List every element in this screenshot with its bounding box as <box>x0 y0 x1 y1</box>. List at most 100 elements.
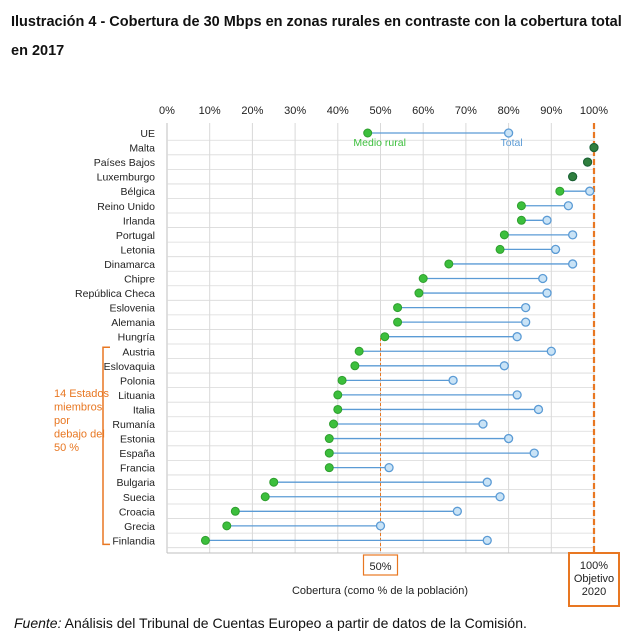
rural-point <box>333 390 343 400</box>
total-point <box>478 419 488 429</box>
category-label: Alemania <box>111 317 155 329</box>
rural-point <box>499 230 509 240</box>
total-point <box>563 201 574 211</box>
total-point <box>384 462 394 473</box>
source-text: Análisis del Tribunal de Cuentas Europeo… <box>61 615 527 631</box>
category-label: Letonia <box>121 244 156 256</box>
rural-point <box>418 274 428 283</box>
category-label: España <box>119 448 155 460</box>
category-label: Rumanía <box>112 419 155 431</box>
rural-point <box>393 303 403 313</box>
rural-point <box>222 521 232 531</box>
total-point <box>568 259 578 269</box>
rural-point <box>516 201 526 211</box>
rural-point <box>380 332 390 342</box>
x-tick-label: 40% <box>327 105 349 117</box>
category-label: Francia <box>120 463 155 475</box>
rural-point <box>337 375 347 385</box>
rural-point <box>269 477 279 487</box>
overlap-point <box>589 143 599 153</box>
category-label: Estonia <box>120 434 155 446</box>
total-point <box>503 128 514 138</box>
x-tick-label: 100% <box>580 105 608 117</box>
rural-point <box>350 361 360 371</box>
rural-point <box>555 186 565 196</box>
x-axis-title: Cobertura (como % de la población) <box>292 585 468 597</box>
total-point <box>452 506 463 516</box>
rural-point <box>354 346 364 356</box>
category-label: Luxemburgo <box>97 172 156 184</box>
total-point <box>448 375 458 386</box>
reference-label-box <box>362 554 399 576</box>
category-label: UE <box>140 128 155 140</box>
total-point <box>533 404 544 415</box>
source-label: Fuente: <box>14 615 62 631</box>
source-note: Fuente: Análisis del Tribunal de Cuentas… <box>14 615 527 631</box>
x-tick-label: 70% <box>455 105 477 117</box>
rural-point <box>333 404 343 414</box>
total-point <box>512 390 522 400</box>
rural-point <box>393 317 403 327</box>
rural-point <box>495 244 505 254</box>
category-label: Lituania <box>118 390 155 402</box>
rural-point <box>444 259 454 269</box>
category-label: Croacia <box>119 506 155 518</box>
page-title: Ilustración 4 - Cobertura de 30 Mbps en … <box>11 14 622 59</box>
x-tick-label: 0% <box>159 105 175 117</box>
total-point <box>503 433 514 444</box>
rural-point <box>516 215 526 225</box>
total-point <box>538 273 548 284</box>
series-label-total: Total <box>501 137 523 149</box>
x-tick-label: 80% <box>498 105 520 117</box>
category-label: Grecia <box>124 521 155 533</box>
category-label: Portugal <box>116 230 155 242</box>
total-point <box>495 492 505 502</box>
coverage-chart: 0% 10% 20% 30% 40% 50% 60% 70% 80% 90% 100% 50% 100%… <box>54 105 620 607</box>
category-label: Hungría <box>118 332 156 344</box>
overlap-point <box>568 172 578 182</box>
total-point <box>512 332 522 342</box>
category-label: Eslovaquia <box>104 361 156 373</box>
category-label: Reino Unido <box>97 201 155 213</box>
rural-point <box>260 492 270 502</box>
x-tick-label: 50% <box>369 105 391 117</box>
category-label: Dinamarca <box>104 259 155 271</box>
rural-point <box>230 506 240 516</box>
rural-point <box>200 535 210 545</box>
target-label: 100% Objetivo 2020 <box>574 560 614 598</box>
category-label: Suecia <box>123 492 155 504</box>
total-point <box>585 186 595 196</box>
category-label: Bulgaria <box>116 477 155 489</box>
category-label: Polonia <box>120 375 155 387</box>
rural-point <box>329 419 339 429</box>
category-label: Austria <box>122 346 155 358</box>
overlap-point <box>583 157 593 167</box>
total-point <box>375 521 386 531</box>
rural-point <box>324 434 334 444</box>
total-point <box>542 215 552 225</box>
total-point <box>521 317 531 327</box>
x-tick-label: 60% <box>412 105 434 117</box>
category-label: Eslovenia <box>109 303 155 315</box>
total-point <box>499 361 509 371</box>
rural-point <box>363 128 373 138</box>
rural-point <box>324 448 334 458</box>
category-label: Italia <box>133 404 155 416</box>
category-label: Chipre <box>124 274 155 286</box>
category-label: Finlandia <box>112 535 155 547</box>
rural-point <box>324 463 334 473</box>
total-point <box>550 244 561 255</box>
category-label: República Checa <box>75 288 155 300</box>
total-point <box>529 448 539 458</box>
reference-label: 50% <box>369 561 391 573</box>
total-point <box>542 288 552 298</box>
series-label-rural: Medio rural <box>353 137 406 149</box>
x-tick-label: 30% <box>284 105 306 117</box>
category-label: Malta <box>129 143 155 155</box>
rural-point <box>414 288 424 298</box>
category-label: Países Bajos <box>94 157 155 169</box>
total-point <box>521 302 531 313</box>
x-tick-label: 90% <box>540 105 562 117</box>
x-tick-label: 10% <box>199 105 221 117</box>
group-bracket <box>102 346 110 546</box>
